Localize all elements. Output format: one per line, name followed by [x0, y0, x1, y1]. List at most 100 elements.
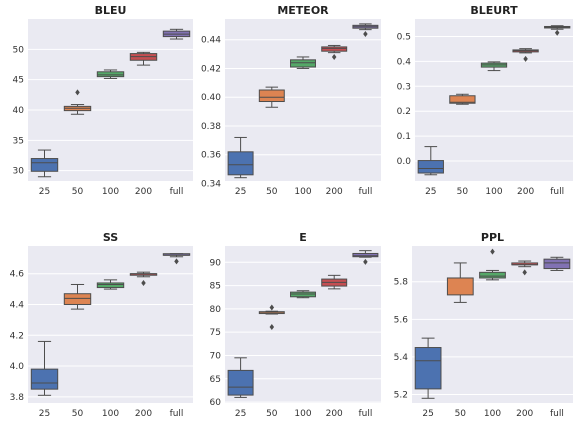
y-tick-label: 85 — [210, 282, 221, 292]
x-tick-label: 25 — [422, 409, 433, 419]
y-tick-label: 4.0 — [10, 362, 25, 372]
x-tick-label: 25 — [235, 187, 246, 197]
x-tick-label: full — [170, 187, 184, 197]
x-tick-label: full — [358, 409, 372, 419]
y-tick-label: 0.4 — [397, 57, 412, 67]
y-tick-label: 0.5 — [397, 32, 411, 42]
chart-title: BLEURT — [470, 4, 518, 17]
box-100 — [96, 282, 125, 289]
chart-panel-bleurt: 0.0 0.1 0.2 0.3 0.4 0.5 BLEURT 25 50 100 200 full — [397, 4, 573, 197]
x-tick-label: 25 — [39, 187, 50, 197]
x-tick-label: 100 — [294, 409, 311, 419]
box-full — [352, 252, 379, 258]
y-tick-label: 4.4 — [10, 300, 25, 310]
outlier-point — [75, 89, 80, 96]
y-tick-label: 80 — [210, 305, 222, 315]
y-tick-label: 90 — [210, 258, 222, 268]
x-tick-label: 50 — [266, 187, 278, 197]
x-tick-label: 200 — [135, 409, 152, 419]
y-tick-label: 0.38 — [201, 122, 221, 132]
x-tick-label: 50 — [455, 409, 467, 419]
y-tick-label: 5.6 — [394, 315, 409, 325]
box-100 — [479, 271, 506, 279]
y-tick-label: 4.6 — [10, 270, 25, 280]
chart-title: SS — [103, 231, 118, 244]
y-tick-label: 0.0 — [397, 157, 412, 167]
y-tick-label: 0.42 — [201, 64, 221, 74]
y-tick-label: 5.8 — [394, 278, 409, 288]
box-25 — [30, 368, 59, 390]
y-tick-label: 0.34 — [201, 179, 221, 189]
x-tick-label: 200 — [326, 187, 343, 197]
y-tick-label: 3.8 — [10, 393, 25, 403]
outlier-point — [141, 279, 146, 286]
outlier-point — [363, 30, 368, 37]
x-tick-label: 200 — [326, 409, 343, 419]
y-tick-label: 5.4 — [394, 353, 409, 363]
chart-panel-bleu: 30 35 40 45 50 BLEU 25 50 100 200 full — [13, 4, 193, 197]
y-tick-label: 50 — [13, 45, 25, 55]
x-tick-label: 25 — [425, 187, 436, 197]
box-50 — [258, 89, 285, 103]
outlier-point — [174, 258, 179, 265]
y-tick-label: 45 — [13, 76, 24, 86]
x-tick-label: 100 — [484, 409, 501, 419]
chart-title: PPL — [481, 231, 504, 244]
x-tick-label: full — [550, 409, 564, 419]
x-tick-label: 100 — [294, 187, 311, 197]
chart-title: BLEU — [95, 4, 127, 17]
x-tick-label: 50 — [457, 187, 469, 197]
y-tick-label: 35 — [13, 136, 24, 146]
plot-background — [415, 19, 573, 181]
x-tick-label: 50 — [72, 187, 84, 197]
chart-panel-e: 60 65 70 75 80 85 90 E 25 50 100 200 full — [210, 231, 381, 419]
x-tick-label: 100 — [485, 187, 502, 197]
box-100 — [290, 59, 316, 68]
x-tick-label: full — [550, 187, 564, 197]
y-tick-label: 65 — [210, 375, 221, 385]
y-tick-label: 0.44 — [201, 36, 221, 46]
outlier-point — [331, 53, 337, 60]
chart-panel-ss: 3.8 4.0 4.2 4.4 4.6 SS 25 50 100 200 full — [10, 231, 193, 419]
box-25 — [227, 369, 254, 396]
y-tick-label: 0.2 — [397, 107, 411, 117]
x-tick-label: 200 — [135, 187, 152, 197]
x-tick-label: full — [358, 187, 372, 197]
plot-background — [28, 19, 193, 181]
box-25 — [227, 151, 254, 176]
y-tick-label: 0.40 — [201, 93, 221, 103]
box-25 — [30, 158, 59, 172]
box-50 — [446, 277, 474, 296]
box-25 — [414, 347, 442, 390]
y-tick-label: 0.3 — [397, 82, 411, 92]
x-tick-label: 25 — [39, 409, 50, 419]
chart-title: E — [299, 231, 307, 244]
box-25 — [417, 160, 444, 174]
box-full — [543, 258, 571, 270]
y-tick-label: 60 — [210, 398, 222, 408]
x-tick-label: 50 — [72, 409, 84, 419]
box-50 — [63, 293, 92, 305]
outlier-point — [554, 29, 560, 36]
outlier-point — [363, 258, 368, 265]
y-tick-label: 30 — [13, 167, 25, 177]
y-tick-label: 40 — [13, 106, 25, 116]
y-tick-label: 70 — [210, 351, 222, 361]
outlier-point — [522, 269, 527, 276]
outlier-point — [269, 324, 275, 331]
chart-panel-meteor: 0.34 0.36 0.38 0.40 0.42 0.44 METEOR 25 50 100 200… — [201, 4, 381, 197]
y-tick-label: 0.36 — [201, 151, 221, 161]
y-tick-label: 0.1 — [397, 132, 411, 142]
x-tick-label: 25 — [235, 409, 246, 419]
box-100 — [96, 71, 125, 78]
x-tick-label: 200 — [516, 409, 533, 419]
x-tick-label: 50 — [266, 409, 278, 419]
outlier-point — [269, 304, 275, 311]
box-200 — [321, 46, 348, 52]
y-tick-label: 5.2 — [394, 391, 408, 401]
box-50 — [449, 95, 476, 104]
outlier-point — [490, 248, 495, 255]
x-tick-label: 100 — [102, 409, 119, 419]
chart-title: METEOR — [277, 4, 329, 17]
